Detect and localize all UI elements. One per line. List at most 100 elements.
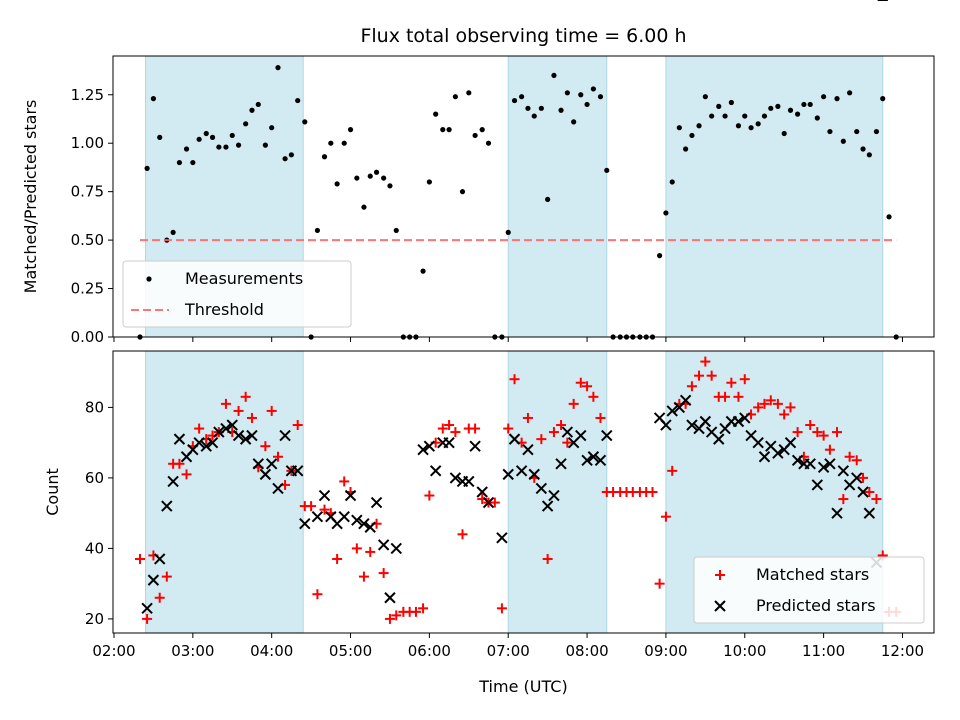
data-point (779, 409, 790, 420)
data-point (558, 107, 564, 113)
data-point (871, 494, 882, 505)
data-point (858, 472, 869, 483)
data-point (476, 486, 488, 498)
data-point (548, 427, 559, 438)
x-tick-label: 06:00 (408, 642, 451, 660)
data-point (667, 465, 678, 476)
data-point (190, 159, 196, 166)
data-point (851, 472, 863, 484)
data-point (216, 144, 222, 150)
data-point (479, 127, 485, 133)
x-tick-label: 05:00 (329, 642, 372, 660)
data-point (181, 469, 192, 480)
legend: Matched stars Predicted stars (693, 556, 925, 624)
legend-label: Measurements (185, 269, 303, 288)
data-point (351, 543, 362, 554)
data-point (784, 436, 797, 449)
data-point (765, 395, 776, 406)
data-point (203, 130, 209, 137)
data-point (791, 454, 804, 466)
legend-box (122, 260, 352, 328)
data-point (716, 103, 722, 109)
legend-entry: Measurements (146, 269, 303, 288)
data-point (444, 420, 455, 431)
data-point (654, 578, 665, 589)
data-point (594, 454, 607, 466)
x-tick-label: 03:00 (171, 642, 214, 660)
data-point (485, 140, 492, 146)
data-point (832, 427, 843, 438)
data-point (536, 434, 547, 445)
data-point (433, 111, 439, 117)
data-point (364, 521, 376, 533)
data-point (824, 444, 835, 455)
data-point (519, 94, 525, 100)
data-point (660, 419, 672, 431)
data-point (564, 90, 570, 96)
chart-title: Flux total observing time = 6.00 h (360, 25, 686, 47)
data-point (683, 146, 689, 152)
data-point (739, 412, 751, 424)
y-axis-label: Count (43, 468, 62, 516)
data-point (860, 146, 866, 152)
data-point (193, 436, 205, 449)
data-point (775, 103, 781, 109)
data-point (384, 592, 396, 604)
data-point (452, 94, 458, 100)
data-point (259, 468, 272, 481)
data-point (660, 511, 671, 522)
data-point (496, 532, 508, 544)
data-point (319, 504, 330, 515)
data-point (706, 370, 717, 381)
data-point (505, 229, 511, 235)
data-point (457, 529, 468, 540)
data-point (753, 402, 764, 413)
y-tick-label: 0.50 (71, 231, 104, 249)
panel-measurements: 0.00 0.25 0.50 0.75 1.00 1.25 Matched/Predicte… (21, 55, 935, 346)
data-point (288, 152, 294, 158)
data-point (726, 377, 737, 388)
data-point (423, 440, 436, 452)
data-point (334, 181, 340, 187)
data-point (135, 553, 146, 564)
data-point (713, 433, 725, 445)
data-point (545, 196, 551, 203)
data-point (555, 458, 567, 470)
data-point (531, 113, 537, 119)
data-point (240, 391, 251, 402)
data-point (209, 134, 216, 140)
data-point (338, 510, 350, 523)
data-point (223, 144, 229, 150)
data-point (604, 167, 610, 173)
data-point (154, 553, 166, 565)
data-point (568, 398, 579, 409)
data-point (699, 415, 712, 428)
data-point (578, 92, 584, 98)
data-point (466, 90, 472, 96)
data-point (824, 458, 836, 470)
data-point (440, 127, 446, 133)
data-point (142, 613, 153, 624)
data-point (601, 429, 613, 442)
data-point (817, 461, 830, 474)
data-point (176, 159, 183, 166)
data-point (595, 412, 606, 423)
x-tick-label: 09:00 (644, 642, 687, 660)
data-point (818, 430, 829, 441)
data-point (761, 113, 768, 119)
data-point (755, 121, 761, 127)
data-point (847, 90, 853, 96)
data-point (827, 128, 833, 135)
data-point (864, 487, 875, 497)
data-point (196, 136, 202, 142)
data-point (508, 433, 521, 445)
data-point (666, 405, 678, 417)
data-point (522, 412, 533, 423)
data-point (292, 420, 303, 431)
data-point (851, 455, 862, 466)
data-point (821, 94, 827, 100)
data-point (561, 426, 574, 438)
data-point (679, 394, 692, 407)
data-point (173, 433, 186, 445)
data-point (418, 603, 429, 614)
